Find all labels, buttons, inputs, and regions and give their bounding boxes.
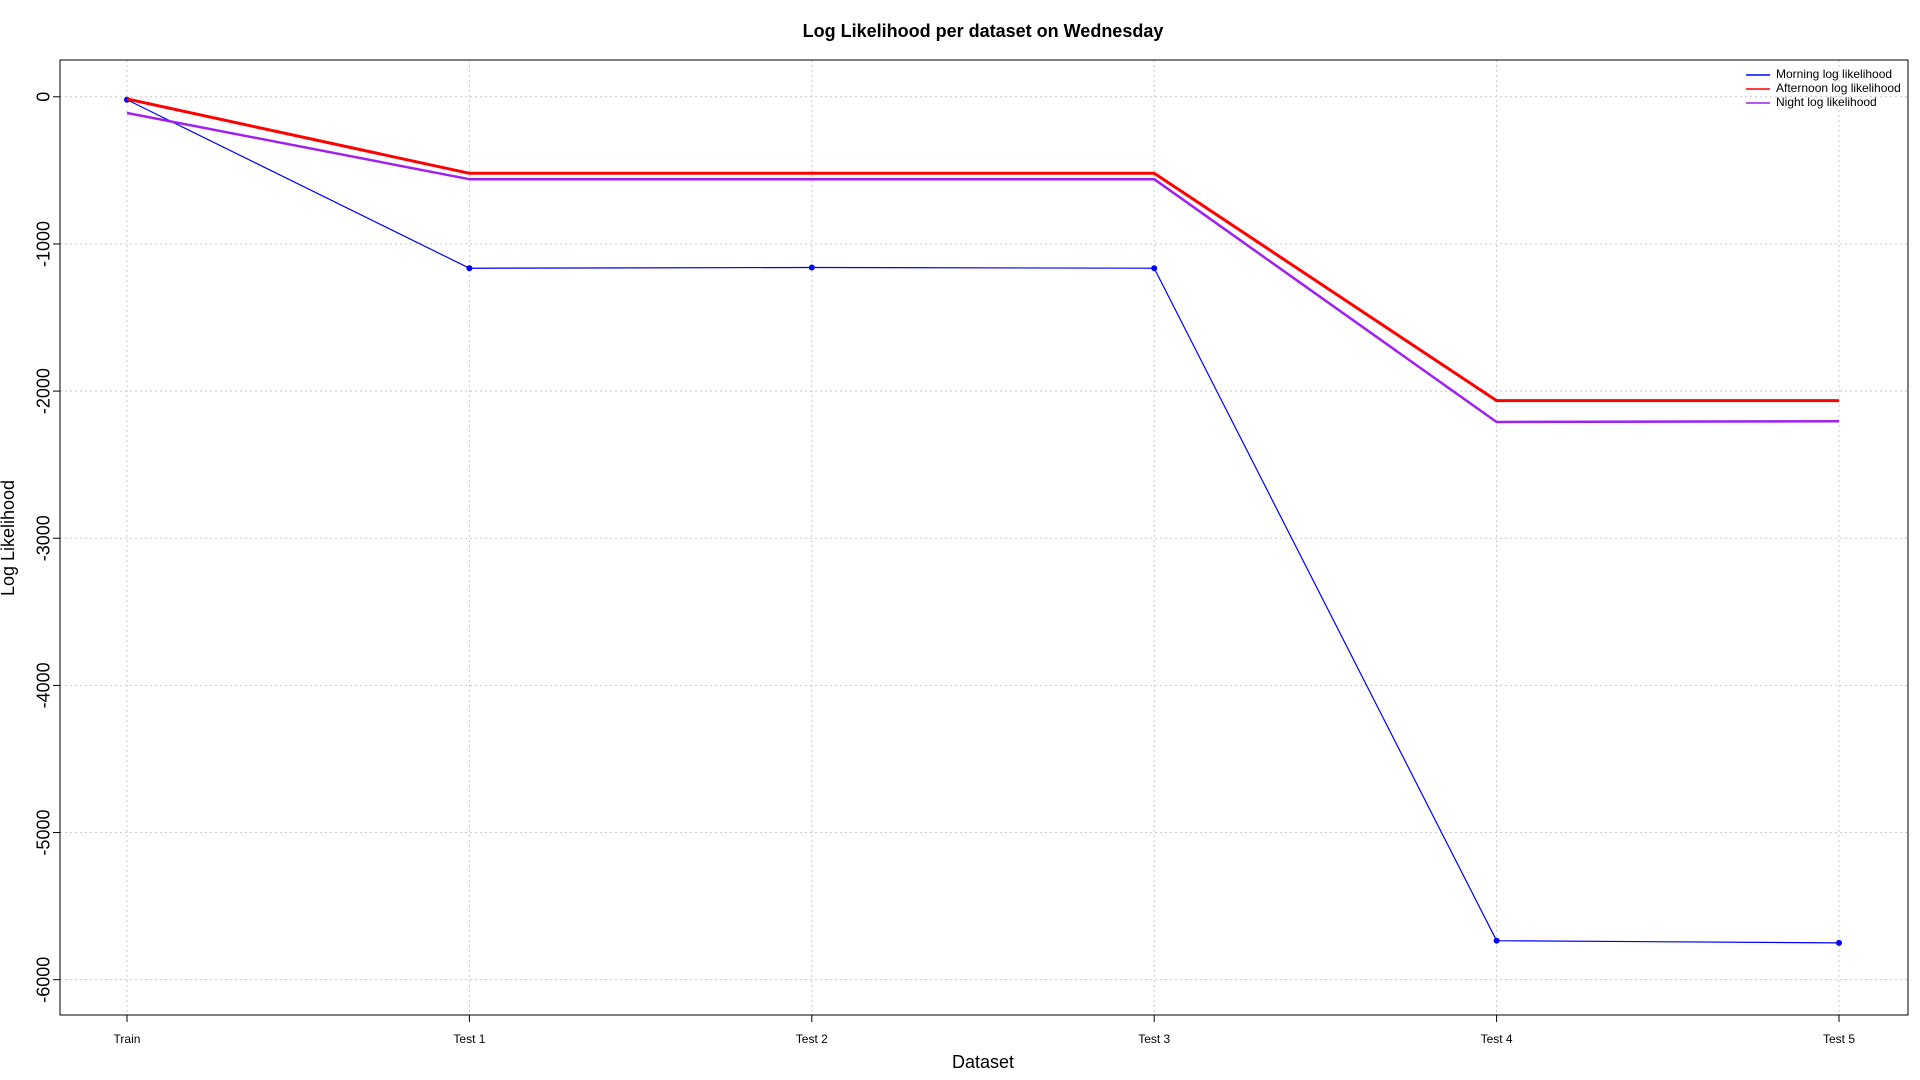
plot-frame [59, 59, 1909, 1016]
y-tick-label: -6000 [34, 957, 54, 1003]
chart-title: Log Likelihood per dataset on Wednesday [803, 21, 1164, 41]
series-1-point [1836, 939, 1842, 946]
legend-label: Afternoon log likelihood [1776, 81, 1901, 95]
x-axis-label: Dataset [952, 1052, 1014, 1072]
series-1-point [1151, 265, 1158, 272]
y-tick-label: -2000 [34, 368, 54, 414]
legend-label: Morning log likelihood [1776, 67, 1892, 81]
axes-layer: 0 -1000 -2000 -3000 -4000 -5000 -6000 Train Test… [34, 92, 1856, 1046]
x-tick-label: Test 3 [1138, 1032, 1170, 1046]
y-tick-label: -3000 [34, 515, 54, 561]
x-tick-label: Train [114, 1032, 141, 1046]
y-axis-label: Log Likelihood [0, 480, 18, 596]
series-line-3 [126, 111, 1840, 424]
x-tick-label: Test 2 [796, 1032, 828, 1046]
x-tick-label: Test 5 [1823, 1032, 1855, 1046]
grid-layer [60, 60, 1908, 1015]
series-1-point [1493, 937, 1500, 944]
y-tick-label: -1000 [34, 221, 54, 267]
y-tick-label: -5000 [34, 810, 54, 856]
x-tick-label: Test 1 [453, 1032, 485, 1046]
series-line-2 [126, 97, 1839, 403]
legend-label: Night log likelihood [1776, 95, 1877, 109]
series-layer [124, 96, 1842, 946]
x-tick-label: Test 4 [1481, 1032, 1513, 1046]
series-line-1 [126, 99, 1840, 944]
series-1-point [466, 265, 473, 272]
series-1-point [808, 264, 815, 271]
y-tick-label: -4000 [34, 662, 54, 708]
y-tick-label: 0 [34, 92, 54, 102]
